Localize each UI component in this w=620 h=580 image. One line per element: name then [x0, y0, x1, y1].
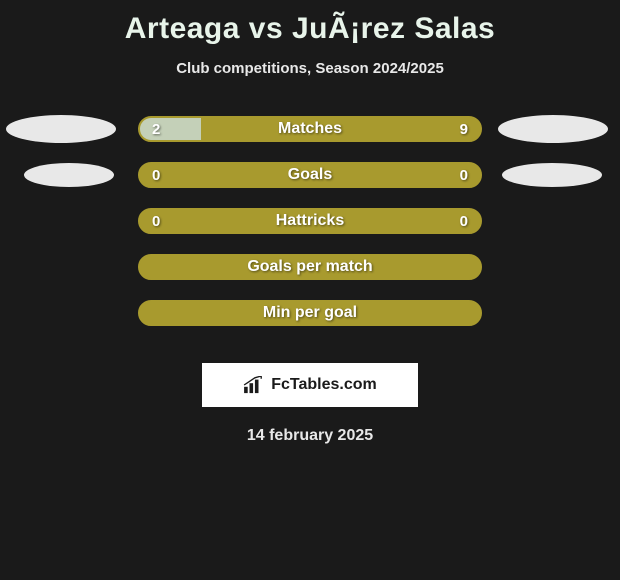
stat-row: Hattricks0 0 [0, 207, 620, 253]
stat-value-right: 0 [460, 210, 468, 232]
stat-row: Min per goal [0, 299, 620, 345]
stat-row: Matches2 9 [0, 115, 620, 161]
stats-rows: Matches29Goals00Hattricks00Goals per mat… [0, 115, 620, 345]
stat-value-right: 0 [460, 164, 468, 186]
date-label: 14 february 2025 [0, 427, 620, 445]
stat-label: Min per goal [140, 302, 480, 324]
comparison-card: Arteaga vs JuÃ¡rez Salas Club competitio… [0, 0, 620, 580]
player-left-bubble [24, 163, 114, 187]
stat-bar: Matches2 9 [138, 116, 482, 142]
stat-value-right: 9 [460, 118, 468, 140]
player-left-bubble [6, 115, 116, 143]
stat-label: Goals [140, 164, 480, 186]
stat-row: Goals per match [0, 253, 620, 299]
player-right-bubble [502, 163, 602, 187]
stat-value-left: 0 [152, 210, 160, 232]
stat-bar: Goals per match [138, 254, 482, 280]
stat-bar: Hattricks0 0 [138, 208, 482, 234]
stat-label: Goals per match [140, 256, 480, 278]
subtitle: Club competitions, Season 2024/2025 [0, 60, 620, 77]
stat-value-left: 0 [152, 164, 160, 186]
stat-label: Hattricks [140, 210, 480, 232]
stat-row: Goals0 0 [0, 161, 620, 207]
logo-text: FcTables.com [271, 376, 377, 394]
player-right-bubble [498, 115, 608, 143]
page-title: Arteaga vs JuÃ¡rez Salas [0, 0, 620, 46]
stat-label: Matches [140, 118, 480, 140]
stat-bar: Goals0 0 [138, 162, 482, 188]
stat-bar: Min per goal [138, 300, 482, 326]
source-logo[interactable]: FcTables.com [202, 363, 418, 407]
stat-value-left: 2 [152, 118, 160, 140]
chart-icon [243, 376, 265, 394]
